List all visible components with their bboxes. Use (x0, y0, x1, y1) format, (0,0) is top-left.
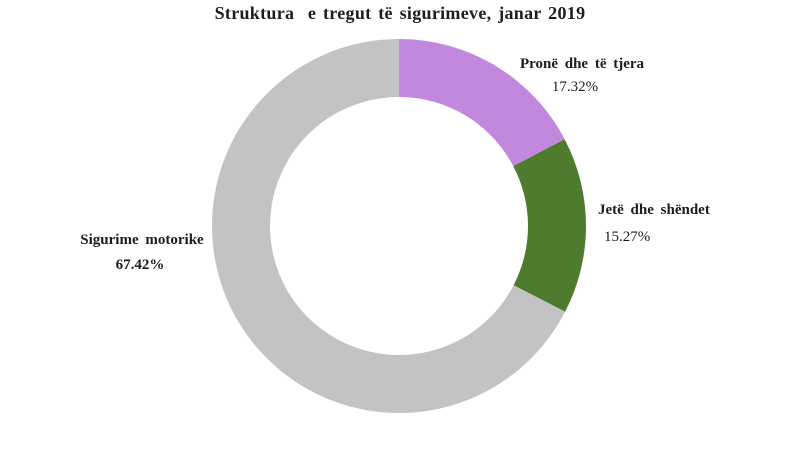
segment-label-sigurime-motorike: Sigurime motorike (80, 232, 204, 248)
donut-segment-prone-dhe-te-tjera (399, 39, 565, 167)
segment-label-prone-dhe-te-tjera: Pronë dhe të tjera (519, 56, 645, 72)
segment-value-prone-dhe-te-tjera: 17.32% (551, 79, 599, 95)
segment-value-jete-dhe-shendet: 15.27% (604, 229, 651, 245)
segment-value-sigurime-motorike: 67.42% (115, 257, 165, 273)
donut-segment-jete-dhe-shendet (513, 139, 586, 312)
chart-title: Struktura e tregut të sigurimeve, janar … (214, 3, 586, 23)
segment-label-jete-dhe-shendet: Jetë dhe shëndet (598, 202, 710, 218)
donut-segment-sigurime-motorike (211, 38, 566, 414)
